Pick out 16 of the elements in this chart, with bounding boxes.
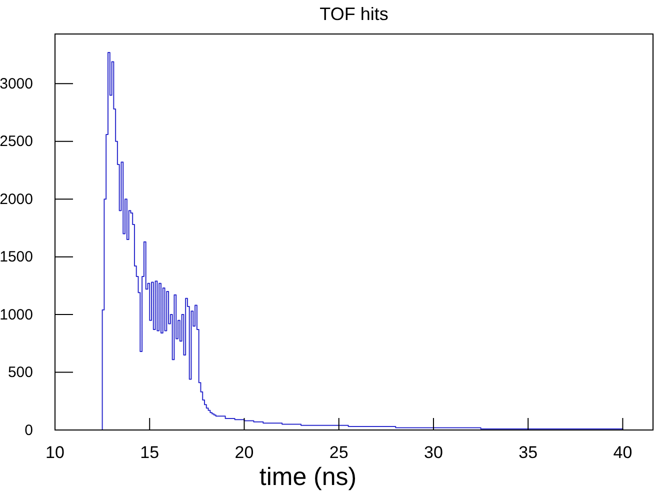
y-tick-label: 1500 [0, 248, 33, 266]
y-tick-label: 1000 [0, 306, 33, 324]
y-tick-label: 0 [24, 422, 33, 439]
y-tick-label: 2000 [0, 190, 33, 208]
y-tick-label: 2500 [0, 133, 33, 150]
chart-title: TOF hits [320, 4, 388, 24]
x-axis-title: time (ns) [259, 463, 357, 491]
x-tick-label: 30 [424, 443, 443, 462]
x-tick-label: 35 [518, 443, 538, 462]
y-tick-label: 500 [8, 364, 33, 382]
x-tick-label: 40 [613, 443, 632, 462]
x-tick-label: 25 [329, 443, 348, 462]
y-tick-label: 3000 [0, 75, 33, 92]
x-tick-label: 20 [234, 443, 254, 462]
x-tick-label: 15 [140, 443, 160, 462]
x-tick-label: 10 [46, 443, 64, 462]
